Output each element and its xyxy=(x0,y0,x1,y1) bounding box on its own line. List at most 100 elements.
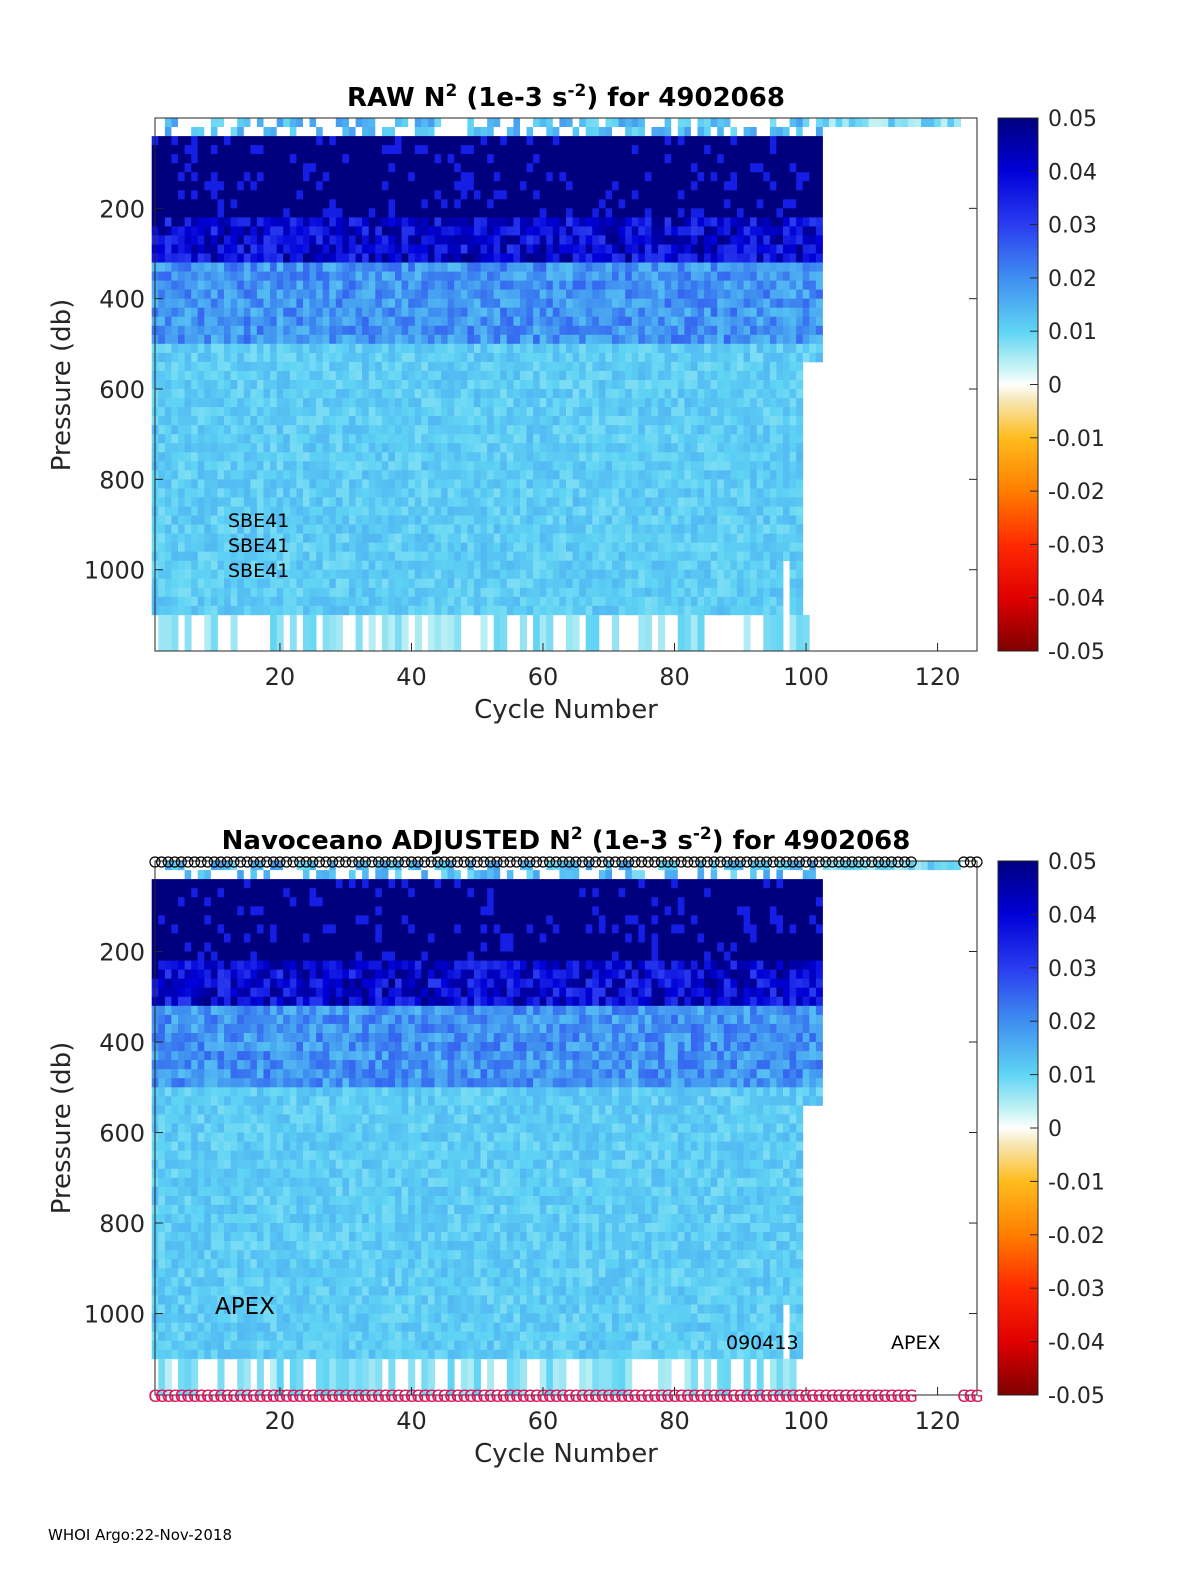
heat-cell xyxy=(625,569,633,580)
heat-cell xyxy=(690,262,698,272)
heat-cell xyxy=(579,181,587,191)
heat-cell xyxy=(677,262,685,272)
heat-cell xyxy=(375,461,383,471)
heat-cell xyxy=(500,506,508,516)
heat-cell xyxy=(572,587,580,598)
heat-cell xyxy=(322,127,330,137)
heat-cell xyxy=(401,569,409,580)
heat-cell xyxy=(408,316,416,327)
heat-cell xyxy=(454,515,462,525)
heat-cell xyxy=(618,325,626,336)
heat-cell xyxy=(368,289,376,299)
heat-cell xyxy=(579,524,587,534)
heat-cell xyxy=(289,253,297,263)
heat-cell xyxy=(658,569,666,580)
heat-cell xyxy=(493,524,501,534)
heat-cell xyxy=(434,334,442,345)
heat-cell xyxy=(421,136,429,146)
heat-cell xyxy=(487,497,495,507)
heat-cell xyxy=(460,244,468,254)
heat-cell xyxy=(500,569,508,580)
heat-cell xyxy=(723,497,731,507)
heat-cell xyxy=(349,533,356,543)
heat-cell xyxy=(256,262,264,272)
heat-cell xyxy=(447,587,455,598)
heat-cell xyxy=(493,154,501,164)
heat-cell xyxy=(737,307,744,318)
heat-cell xyxy=(414,452,422,462)
heat-cell xyxy=(605,515,613,525)
heat-cell xyxy=(480,208,488,218)
heat-cell xyxy=(664,163,672,173)
heat-cell xyxy=(197,352,205,363)
heat-cell xyxy=(460,551,468,561)
heat-cell xyxy=(473,325,481,336)
heat-cell xyxy=(427,578,435,589)
heat-cell xyxy=(237,479,245,489)
heat-cell xyxy=(631,118,639,128)
heat-cell xyxy=(533,497,541,507)
heat-cell xyxy=(520,271,527,281)
heat-cell xyxy=(723,244,731,254)
heat-cell xyxy=(421,235,429,245)
heat-cell xyxy=(533,470,541,480)
heat-cell xyxy=(552,443,560,453)
heat-cell xyxy=(395,127,402,137)
heat-cell xyxy=(178,515,185,525)
heat-cell xyxy=(447,334,455,345)
heat-cell xyxy=(230,533,238,543)
heat-cell xyxy=(520,533,527,543)
heat-cell xyxy=(421,515,429,525)
heat-cell xyxy=(690,235,698,245)
heat-cell xyxy=(592,443,600,453)
heat-cell xyxy=(473,271,481,281)
heat-cell xyxy=(671,289,679,299)
heat-cell xyxy=(664,578,672,589)
heat-cell xyxy=(467,587,475,598)
heat-cell xyxy=(427,145,435,155)
heat-cell xyxy=(723,190,731,200)
heat-cell xyxy=(592,596,600,607)
heat-cell xyxy=(684,515,692,525)
heat-cell xyxy=(204,389,212,399)
heat-cell xyxy=(684,605,692,616)
heat-cell xyxy=(487,506,495,516)
heat-cell xyxy=(552,425,560,435)
heat-cell xyxy=(710,262,718,272)
heat-cell xyxy=(381,271,389,281)
heat-cell xyxy=(191,470,199,480)
heat-cell xyxy=(375,497,383,507)
heat-cell xyxy=(250,416,258,426)
heat-cell xyxy=(552,253,560,263)
heat-cell xyxy=(671,407,679,417)
heat-cell xyxy=(684,398,692,408)
heat-cell xyxy=(283,253,291,263)
heat-cell xyxy=(335,497,343,507)
heat-cell xyxy=(618,569,626,580)
heat-cell xyxy=(289,226,297,236)
heat-cell xyxy=(184,551,192,561)
heat-cell xyxy=(204,524,212,534)
heat-cell xyxy=(658,298,666,309)
heat-cell xyxy=(704,407,712,417)
heat-cell xyxy=(559,361,567,372)
heat-cell xyxy=(316,479,324,489)
heat-cell xyxy=(467,361,475,372)
heat-cell xyxy=(342,389,350,399)
heat-cell xyxy=(270,443,278,453)
heat-cell xyxy=(362,533,370,543)
heat-cell xyxy=(283,560,291,571)
heat-cell xyxy=(651,352,659,363)
heat-cell xyxy=(664,316,672,327)
heat-cell xyxy=(467,461,475,471)
heat-cell xyxy=(697,488,705,498)
heat-cell xyxy=(355,425,363,435)
heat-cell xyxy=(717,352,725,363)
heat-cell xyxy=(171,407,179,417)
heat-cell xyxy=(539,181,547,191)
heat-cell xyxy=(184,253,192,263)
heat-cell xyxy=(362,398,370,408)
heat-cell xyxy=(329,199,337,209)
heat-cell xyxy=(559,127,567,137)
heat-cell xyxy=(566,226,573,236)
